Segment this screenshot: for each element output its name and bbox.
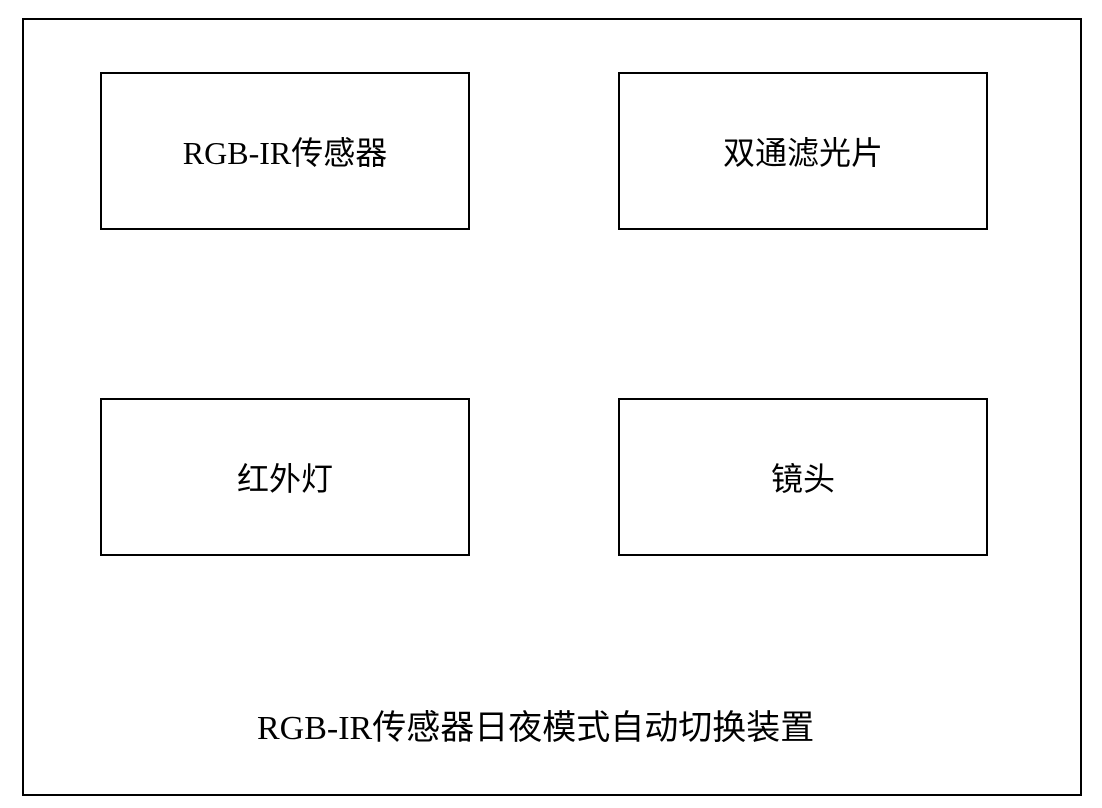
- diagram-title: RGB-IR传感器日夜模式自动切换装置: [257, 700, 814, 749]
- label-rgb-ir-sensor: RGB-IR传感器: [183, 128, 387, 174]
- label-dual-pass-filter: 双通滤光片: [723, 128, 883, 174]
- box-rgb-ir-sensor: RGB-IR传感器: [100, 72, 470, 230]
- box-dual-pass-filter: 双通滤光片: [618, 72, 988, 230]
- box-lens: 镜头: [618, 398, 988, 556]
- label-lens: 镜头: [771, 454, 835, 500]
- label-infrared-lamp: 红外灯: [237, 454, 333, 500]
- box-infrared-lamp: 红外灯: [100, 398, 470, 556]
